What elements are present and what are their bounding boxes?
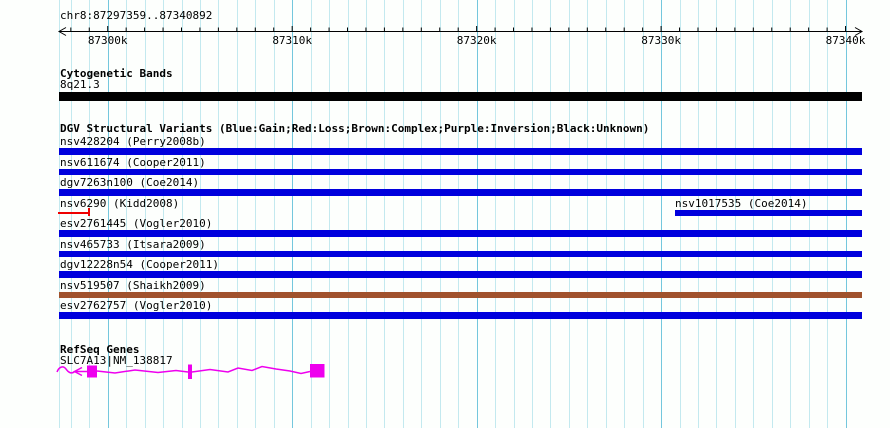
- region-label: chr8:87297359..87340892: [60, 9, 213, 22]
- variant-label: dgv7263n100 (Coe2014): [60, 176, 200, 189]
- variant-label: nsv1017535 (Coe2014): [675, 196, 808, 210]
- variant-bar[interactable]: [59, 312, 862, 319]
- ruler-tick-label: 87300k: [87, 34, 128, 47]
- grid-line: [126, 0, 128, 428]
- variant-label: nsv428204 (Perry2008b): [60, 135, 206, 148]
- grid-line: [568, 0, 570, 428]
- grid-line: [292, 0, 294, 428]
- gene-strand-arrow-icon: [72, 366, 83, 377]
- grid-line: [384, 0, 386, 428]
- grid-line: [495, 0, 497, 428]
- grid-line: [163, 0, 165, 428]
- dgv-title: DGV Structural Variants (Blue:Gain;Red:L…: [60, 122, 650, 135]
- variant-bar[interactable]: [675, 209, 862, 216]
- grid-line: [624, 0, 626, 428]
- gene-exon[interactable]: [87, 365, 97, 378]
- cytobands-title: Cytogenetic Bands: [60, 67, 173, 80]
- variant-bar[interactable]: [59, 148, 862, 155]
- variant-bar[interactable]: [59, 189, 862, 196]
- grid-line: [439, 0, 441, 428]
- ruler-tick-label: 87310k: [272, 34, 313, 47]
- grid-line: [532, 0, 533, 428]
- variant-label: nsv519507 (Shaikh2009): [60, 278, 206, 292]
- gene-intron-line: [96, 369, 189, 374]
- grid-line: [458, 0, 460, 428]
- variant-label: esv2761445 (Vogler2010): [60, 217, 213, 230]
- grid-line: [199, 0, 201, 428]
- variant-label: nsv465733 (Itsara2009): [60, 237, 206, 251]
- grid-line: [476, 0, 478, 428]
- cytoband-bar[interactable]: [59, 92, 862, 101]
- ruler-tick-label: 87320k: [456, 34, 497, 47]
- variant-label: nsv6290 (Kidd2008): [60, 196, 180, 210]
- grid-line: [329, 0, 331, 428]
- gene-exon[interactable]: [310, 364, 325, 378]
- variant-bar[interactable]: [59, 230, 862, 237]
- ruler: [57, 26, 864, 36]
- grid-line: [70, 0, 72, 428]
- grid-line: [236, 0, 238, 428]
- variant-bar[interactable]: [59, 250, 862, 257]
- grid-line: [513, 0, 515, 428]
- grid-line: [144, 0, 146, 428]
- grid-line: [347, 0, 349, 428]
- grid-line: [421, 0, 423, 428]
- grid-line: [255, 0, 257, 428]
- ruler-tick-label: 87330k: [641, 34, 681, 47]
- ruler-tick-label: 87340k: [825, 34, 866, 47]
- grid-line: [642, 0, 644, 428]
- variant-bar-end-cap[interactable]: [87, 208, 90, 216]
- variant-bar[interactable]: [59, 168, 862, 175]
- grid-line: [550, 0, 552, 428]
- grid-line: [59, 0, 60, 428]
- gene-exon[interactable]: [188, 364, 192, 380]
- grid-line: [273, 0, 275, 428]
- variant-bar[interactable]: [58, 211, 90, 214]
- variant-label: dgv12228n54 (Cooper2011): [60, 258, 219, 271]
- grid-line: [107, 0, 109, 428]
- cytoband-label: 8q21.3: [60, 78, 100, 91]
- grid-line: [181, 0, 183, 428]
- variant-bar[interactable]: [59, 271, 862, 278]
- variant-label: nsv611674 (Cooper2011): [60, 155, 206, 169]
- gene-label: SLC7A13|NM_138817: [60, 354, 173, 367]
- grid-line: [366, 0, 367, 428]
- variant-label: esv2762757 (Vogler2010): [60, 299, 213, 312]
- grid-line: [402, 0, 404, 428]
- grid-line: [310, 0, 312, 428]
- refseq-title: RefSeq Genes: [60, 343, 140, 356]
- gene-intron-line: [56, 366, 87, 374]
- grid-line: [587, 0, 589, 428]
- grid-line: [661, 0, 663, 428]
- variant-bar[interactable]: [59, 291, 862, 298]
- grid-line: [605, 0, 607, 428]
- grid-line: [218, 0, 220, 428]
